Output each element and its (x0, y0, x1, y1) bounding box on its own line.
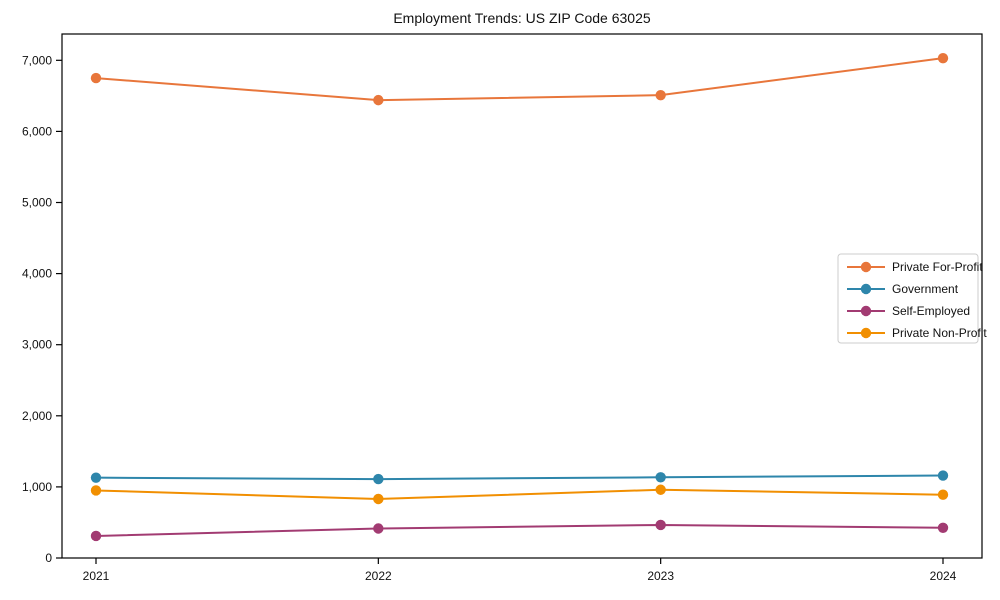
data-point-government-2023 (655, 472, 666, 483)
x-axis-tick-label: 2021 (83, 569, 110, 583)
data-point-private-non-profit-2021 (90, 485, 102, 496)
y-axis-tick-label: 4,000 (22, 267, 52, 281)
plot-area-border (61, 33, 983, 559)
data-point-self-employed-2022 (373, 523, 384, 534)
data-point-self-employed-2023 (655, 519, 666, 531)
legend-label-private-non-profit: Private Non-Profit (892, 326, 987, 340)
data-point-self-employed-2021 (90, 530, 102, 542)
data-point-private-for-profit-2024 (937, 52, 949, 64)
y-axis-tick-label: 6,000 (22, 124, 52, 138)
legend-box (837, 253, 979, 344)
series-line-private-for-profit (95, 57, 944, 102)
y-axis-tick-label: 5,000 (22, 196, 52, 210)
data-point-private-for-profit-2023 (655, 89, 666, 101)
y-axis-tick-label: 7,000 (22, 53, 52, 67)
data-point-private-for-profit-2022 (373, 94, 384, 106)
data-point-self-employed-2024 (937, 522, 949, 533)
x-axis-tick-label: 2022 (365, 569, 392, 583)
data-point-government-2024 (937, 470, 949, 481)
legend-marker-government (860, 283, 872, 295)
chart-title: Employment Trends: US ZIP Code 63025 (393, 10, 651, 26)
y-axis-tick-label: 0 (45, 551, 52, 565)
data-point-government-2022 (373, 473, 384, 485)
x-axis-tick-label: 2024 (930, 569, 957, 583)
legend-label-private-for-profit: Private For-Profit (892, 260, 983, 274)
x-axis-tick-label: 2023 (647, 569, 674, 583)
data-point-private-non-profit-2024 (937, 489, 949, 500)
series-line-self-employed (95, 523, 944, 537)
legend-label-government: Government (892, 282, 959, 296)
series-line-government (95, 474, 944, 481)
legend-marker-self-employed (860, 305, 872, 317)
legend-marker-private-for-profit (860, 261, 872, 273)
series-line-private-non-profit (95, 488, 944, 500)
data-point-private-for-profit-2021 (90, 72, 102, 84)
y-axis-tick-label: 2,000 (22, 409, 52, 423)
y-axis-tick-label: 1,000 (22, 480, 52, 494)
data-point-private-non-profit-2022 (373, 493, 384, 505)
legend-label-self-employed: Self-Employed (892, 304, 970, 318)
y-axis-tick-label: 3,000 (22, 338, 52, 352)
data-point-private-non-profit-2023 (655, 484, 666, 495)
legend-marker-private-non-profit (860, 327, 872, 339)
data-point-government-2021 (90, 472, 102, 483)
